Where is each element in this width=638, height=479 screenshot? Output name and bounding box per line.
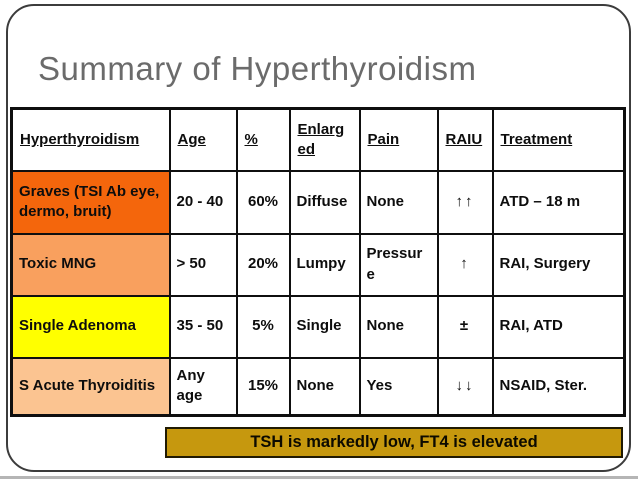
cell-pain: Pressure [358, 232, 439, 297]
screenshot-bottom-edge [0, 476, 638, 479]
cell-condition: S Acute Thyroiditis [10, 356, 171, 417]
cell-age: 20 - 40 [168, 169, 238, 235]
cell-treatment: RAI, Surgery [491, 232, 626, 297]
cell-raiu-plus-minus: ± [436, 294, 494, 359]
cell-percent: 60% [235, 169, 291, 235]
cell-treatment: NSAID, Ster. [491, 356, 626, 417]
col-header-pain: Pain [358, 107, 439, 172]
cell-condition: Graves (TSI Ab eye, dermo, bruit) [10, 169, 171, 235]
col-header-age: Age [168, 107, 238, 172]
cell-age: Any age [168, 356, 238, 417]
cell-pain: Yes [358, 356, 439, 417]
cell-pain: None [358, 294, 439, 359]
cell-raiu-up-arrows: ↑↑ [436, 169, 494, 235]
col-header-percent: % [235, 107, 291, 172]
cell-pain: None [358, 169, 439, 235]
cell-condition: Toxic MNG [10, 232, 171, 297]
col-header-treatment: Treatment [491, 107, 626, 172]
cell-percent: 15% [235, 356, 291, 417]
tsh-banner: TSH is markedly low, FT4 is elevated [165, 427, 623, 458]
table-row-toxic-mng: Toxic MNG > 50 20% Lumpy Pressure ↑ RAI,… [10, 232, 626, 297]
slide-title: Summary of Hyperthyroidism [38, 50, 477, 87]
cell-enlarged: Diffuse [288, 169, 361, 235]
cell-enlarged: Single [288, 294, 361, 359]
cell-percent: 20% [235, 232, 291, 297]
cell-raiu-down-arrows: ↓↓ [436, 356, 494, 417]
cell-raiu-up-arrow: ↑ [436, 232, 494, 297]
cell-enlarged: Lumpy [288, 232, 361, 297]
table-row-subacute-thyroiditis: S Acute Thyroiditis Any age 15% None Yes… [10, 356, 626, 417]
cell-enlarged: None [288, 356, 361, 417]
table-row-graves: Graves (TSI Ab eye, dermo, bruit) 20 - 4… [10, 169, 626, 235]
cell-treatment: ATD – 18 m [491, 169, 626, 235]
col-header-enlarged: Enlarged [288, 107, 361, 172]
cell-age: > 50 [168, 232, 238, 297]
cell-condition: Single Adenoma [10, 294, 171, 359]
table-header-row: Hyperthyroidism Age % Enlarged Pain RAIU… [10, 107, 626, 172]
col-header-hyperthyroidism: Hyperthyroidism [10, 107, 171, 172]
cell-age: 35 - 50 [168, 294, 238, 359]
table-row-single-adenoma: Single Adenoma 35 - 50 5% Single None ± … [10, 294, 626, 359]
hyperthyroidism-table: Hyperthyroidism Age % Enlarged Pain RAIU… [10, 107, 626, 417]
col-header-raiu: RAIU [436, 107, 494, 172]
cell-percent: 5% [235, 294, 291, 359]
cell-treatment: RAI, ATD [491, 294, 626, 359]
